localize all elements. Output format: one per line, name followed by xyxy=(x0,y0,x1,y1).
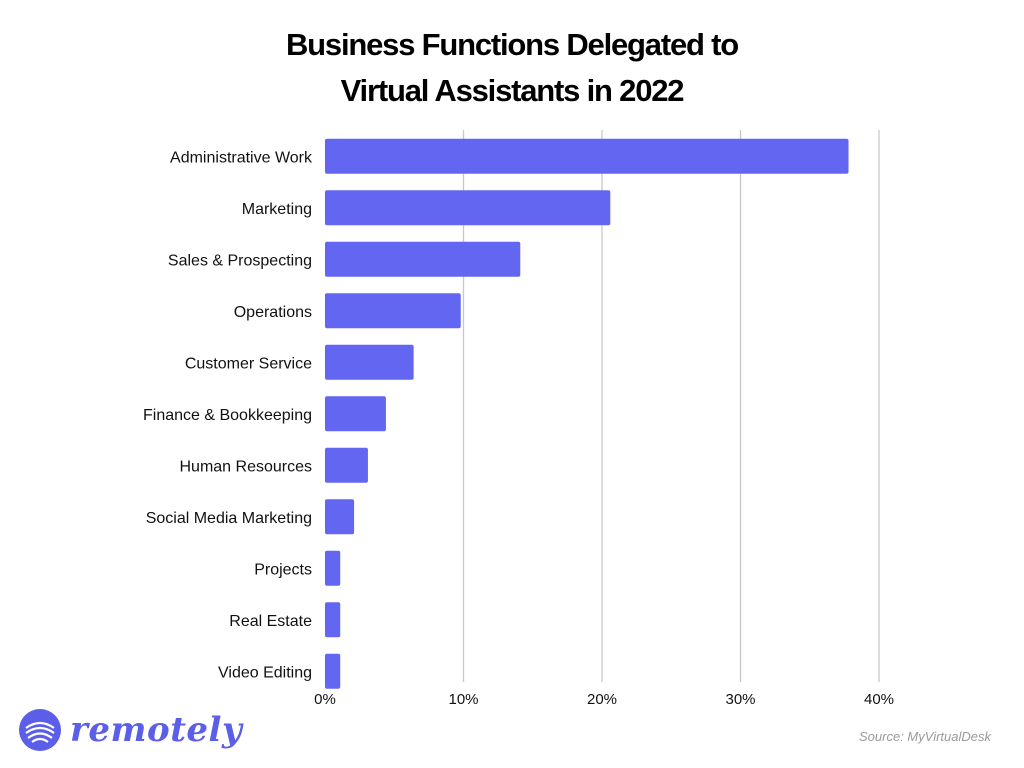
bar xyxy=(325,602,341,638)
x-tick-label: 30% xyxy=(725,691,755,708)
category-label: Projects xyxy=(254,561,312,578)
source-note: Source: MyVirtualDesk xyxy=(859,729,991,744)
category-label: Marketing xyxy=(242,201,312,218)
bar xyxy=(325,293,461,329)
wave-globe-icon xyxy=(19,709,61,751)
category-label: Customer Service xyxy=(185,355,312,372)
x-axis-tick-labels: 0% 10% 20% 30% 40% xyxy=(314,691,894,708)
bar xyxy=(325,550,341,586)
category-label: Human Resources xyxy=(180,458,313,475)
category-label: Sales & Prospecting xyxy=(168,252,312,269)
bar xyxy=(325,344,414,380)
x-tick-label: 0% xyxy=(314,691,336,708)
bar xyxy=(325,241,521,277)
category-label: Social Media Marketing xyxy=(146,510,312,527)
chart-title: Business Functions Delegated to Virtual … xyxy=(0,22,1024,114)
bar xyxy=(325,653,341,689)
category-labels: Administrative Work Marketing Sales & Pros… xyxy=(143,149,313,681)
bar xyxy=(325,396,386,432)
x-tick-label: 10% xyxy=(448,691,478,708)
brand-logo: remotely xyxy=(18,706,242,754)
brand-name: remotely xyxy=(70,710,243,750)
chart-title-line-2: Virtual Assistants in 2022 xyxy=(340,73,685,108)
category-label: Administrative Work xyxy=(170,149,313,166)
bar xyxy=(325,138,849,174)
bar xyxy=(325,447,368,483)
x-tick-label: 20% xyxy=(587,691,617,708)
bar xyxy=(325,499,355,535)
bars xyxy=(325,138,849,689)
category-label: Video Editing xyxy=(218,664,312,681)
category-label: Finance & Bookkeeping xyxy=(143,407,312,424)
x-tick-label: 40% xyxy=(864,691,894,708)
bar xyxy=(325,190,611,226)
chart-title-line-1: Business Functions Delegated to xyxy=(286,27,739,62)
category-label: Real Estate xyxy=(229,613,312,630)
category-label: Operations xyxy=(234,304,312,321)
